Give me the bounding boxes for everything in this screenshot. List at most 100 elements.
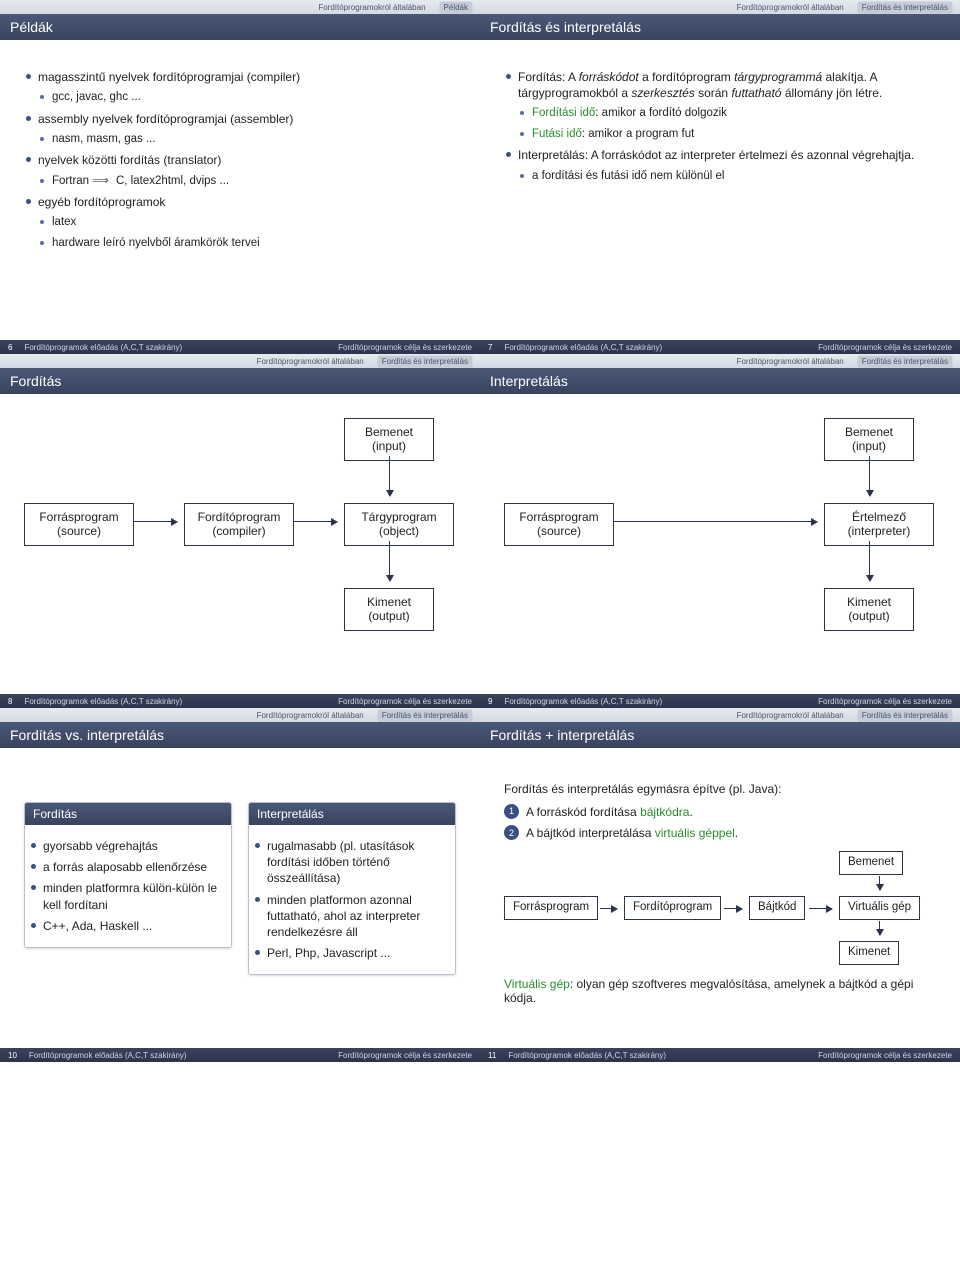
list-item: hardware leíró nyelvből áramkörök tervei <box>38 236 456 252</box>
box-kimenet: Kimenet(output) <box>344 588 434 631</box>
arrow-icon <box>294 521 337 522</box>
footer-left: Fordítóprogramok előadás (A,C,T szakirán… <box>24 697 338 706</box>
intro-text: Fordítás és interpretálás egymásra építv… <box>504 782 936 796</box>
nav-sub: Fordítás és interpretálás <box>858 2 952 13</box>
slide-title-bar: Példák <box>0 14 480 40</box>
slide-vs: Fordítóprogramokról általában Fordítás é… <box>0 708 480 1062</box>
nav-general: Fordítóprogramokról általában <box>318 3 425 12</box>
bullet-list: magasszintű nyelvek fordítóprogramjai (c… <box>24 69 456 251</box>
arrow-icon <box>724 908 742 909</box>
list-item: egyéb fordítóprogramok latex hardware le… <box>24 194 456 251</box>
arrow-icon <box>600 908 617 909</box>
slide-title: Fordítás + interpretálás <box>490 727 634 743</box>
box-source: Forrásprogram(source) <box>504 503 614 546</box>
footer-left: Fordítóprogramok előadás (A,C,T szakirán… <box>29 1051 338 1060</box>
footer-right: Fordítóprogramok célja és szerkezete <box>818 1051 952 1060</box>
topnav: Fordítóprogramokról általában Fordítás é… <box>480 354 960 368</box>
list-item: gyorsabb végrehajtás <box>29 838 223 854</box>
nav-general: Fordítóprogramokról általában <box>257 711 364 720</box>
list-item: rugalmasabb (pl. utasítások fordítási id… <box>253 838 447 887</box>
box-compiler: Fordítóprogram(compiler) <box>184 503 294 546</box>
slide-title-bar: Fordítás <box>0 368 480 394</box>
slide-title-bar: Fordítás vs. interpretálás <box>0 722 480 748</box>
arrow-icon <box>389 541 390 581</box>
slide-interpretalas: Fordítóprogramokról általában Fordítás é… <box>480 354 960 708</box>
bullet-list: rugalmasabb (pl. utasítások fordítási id… <box>253 838 447 961</box>
slide-title: Fordítás vs. interpretálás <box>10 727 164 743</box>
list-item: Interpretálás: A forráskódot az interpre… <box>504 147 936 184</box>
footer-right: Fordítóprogramok célja és szerkezete <box>338 343 472 352</box>
footer: 6 Fordítóprogramok előadás (A,C,T szakir… <box>0 340 480 354</box>
box-bemenet: Bemenet(input) <box>824 418 914 461</box>
footer: 10 Fordítóprogramok előadás (A,C,T szaki… <box>0 1048 480 1062</box>
nav-general: Fordítóprogramokról általában <box>737 357 844 366</box>
block-forditas: Fordítás gyorsabb végrehajtás a forrás a… <box>24 802 232 948</box>
nav-general: Fordítóprogramokról általában <box>737 711 844 720</box>
list-item: Fortran C, latex2html, dvips ... <box>38 174 456 190</box>
footer-right: Fordítóprogramok célja és szerkezete <box>338 697 472 706</box>
slide-title: Fordítás és interpretálás <box>490 19 641 35</box>
list-item: Fordítás: A forráskódot a fordítóprogram… <box>504 69 936 142</box>
arrow-icon <box>869 541 870 581</box>
nav-general: Fordítóprogramokról általában <box>257 357 364 366</box>
footer-right: Fordítóprogramok célja és szerkezete <box>338 1051 472 1060</box>
block-interpretalas: Interpretálás rugalmasabb (pl. utasításo… <box>248 802 456 975</box>
diagram-bytecode: Forrásprogram Fordítóprogram Bájtkód Bem… <box>504 851 936 971</box>
footer-right: Fordítóprogramok célja és szerkezete <box>818 343 952 352</box>
list-item: A bájtkód interpretálása virtuális géppe… <box>504 825 936 841</box>
bullet-list: Fordítás: A forráskódot a fordítóprogram… <box>504 69 936 184</box>
footer-left: Fordítóprogramok előadás (A,C,T szakirán… <box>504 343 818 352</box>
footer-left: Fordítóprogramok előadás (A,C,T szakirán… <box>504 697 818 706</box>
topnav: Fordítóprogramokról általában Fordítás é… <box>480 708 960 722</box>
list-item: nyelvek közötti fordítás (translator) Fo… <box>24 152 456 189</box>
footer: 7 Fordítóprogramok előadás (A,C,T szakir… <box>480 340 960 354</box>
box-compiler: Fordítóprogram <box>624 896 721 920</box>
list-item: assembly nyelvek fordítóprogramjai (asse… <box>24 111 456 148</box>
slide-fordit-interp-el: Fordítóprogramokról általában Fordítás é… <box>480 0 960 354</box>
nav-sub: Fordítás és interpretálás <box>858 710 952 721</box>
topnav: Fordítóprogramokról általában Fordítás é… <box>0 708 480 722</box>
box-source: Forrásprogram <box>504 896 598 920</box>
block-title: Interpretálás <box>249 803 455 825</box>
arrow-icon <box>134 521 177 522</box>
slide-plus: Fordítóprogramokról általában Fordítás é… <box>480 708 960 1062</box>
slide-forditas: Fordítóprogramokról általában Fordítás é… <box>0 354 480 708</box>
box-bytecode: Bájtkód <box>749 896 805 920</box>
slide-title-bar: Interpretálás <box>480 368 960 394</box>
slide-title-bar: Fordítás + interpretálás <box>480 722 960 748</box>
list-item: gcc, javac, ghc ... <box>38 90 456 106</box>
page-number: 11 <box>488 1051 496 1060</box>
nav-general: Fordítóprogramokról általában <box>737 3 844 12</box>
list-item: Futási idő: amikor a program fut <box>518 127 936 143</box>
implies-icon <box>92 175 113 187</box>
list-item: A forráskód fordítása bájtkódra. <box>504 804 936 820</box>
box-bemenet: Bemenet <box>839 851 903 875</box>
topnav: Fordítóprogramokról általában Példák <box>0 0 480 14</box>
arrow-icon <box>809 908 832 909</box>
list-item: minden platformra külön-külön le kell fo… <box>29 880 223 912</box>
list-item: a fordítási és futási idő nem különül el <box>518 169 936 185</box>
definition-text: Virtuális gép: olyan gép szoftveres megv… <box>504 977 936 1005</box>
arrow-icon <box>879 876 880 890</box>
list-item: C++, Ada, Haskell ... <box>29 918 223 934</box>
list-item: latex <box>38 215 456 231</box>
list-item: magasszintű nyelvek fordítóprogramjai (c… <box>24 69 456 106</box>
footer: 11 Fordítóprogramok előadás (A,C,T szaki… <box>480 1048 960 1062</box>
box-kimenet: Kimenet <box>839 941 899 965</box>
box-object: Tárgyprogram(object) <box>344 503 454 546</box>
bullet-list: gyorsabb végrehajtás a forrás alaposabb … <box>29 838 223 934</box>
diagram-interpretation: Bemenet(input) Forrásprogram(source) Ért… <box>504 418 936 648</box>
arrow-icon <box>389 456 390 496</box>
slide-title-bar: Fordítás és interpretálás <box>480 14 960 40</box>
page-number: 7 <box>488 343 492 352</box>
slide-title: Interpretálás <box>490 373 568 389</box>
diagram-compilation: Bemenet(input) Forrásprogram(source) For… <box>24 418 456 648</box>
footer: 8 Fordítóprogramok előadás (A,C,T szakir… <box>0 694 480 708</box>
topnav: Fordítóprogramokról általában Fordítás é… <box>480 0 960 14</box>
slide-title: Példák <box>10 19 53 35</box>
footer-left: Fordítóprogramok előadás (A,C,T szakirán… <box>24 343 338 352</box>
page-number: 9 <box>488 697 492 706</box>
list-item: nasm, masm, gas ... <box>38 132 456 148</box>
page-number: 8 <box>8 697 12 706</box>
page-number: 6 <box>8 343 12 352</box>
